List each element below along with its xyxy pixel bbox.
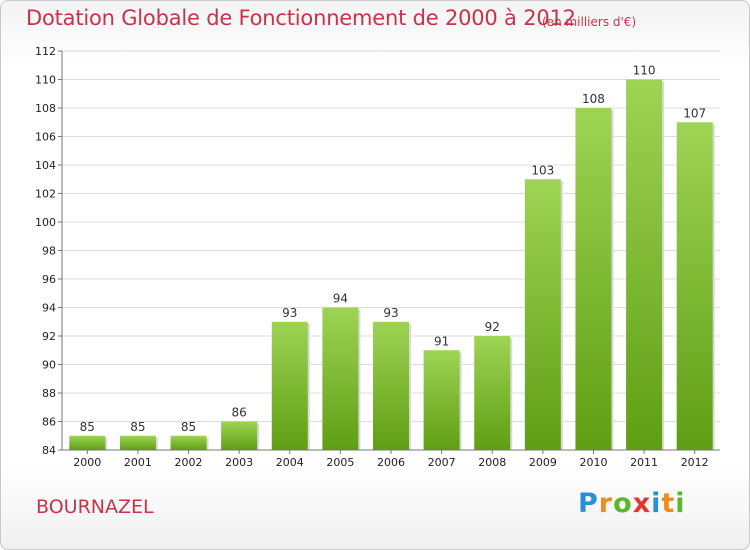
y-tick-label: 102: [35, 188, 56, 201]
bar: [170, 435, 207, 450]
x-tick-label: 2002: [175, 456, 203, 469]
logo-letter: i: [651, 488, 662, 519]
x-tick-label: 2012: [681, 456, 709, 469]
logo-letter: i: [675, 488, 686, 519]
bar: [373, 321, 409, 450]
chart-title: Dotation Globale de Fonctionnement de 20…: [26, 6, 576, 30]
y-tick-label: 100: [35, 216, 56, 229]
bar: [221, 421, 258, 450]
bar-value-label: 110: [633, 64, 656, 78]
bar: [575, 108, 612, 450]
bar: [474, 336, 511, 450]
bar-value-label: 93: [282, 306, 297, 320]
y-tick-label: 94: [42, 302, 56, 315]
bar-value-label: 85: [181, 420, 196, 434]
axes: 84 86 88 90 92 94 96 98 100 102 104 106 108 110 112 200…: [35, 45, 720, 469]
bar: [69, 435, 106, 450]
x-tick-label: 2006: [377, 456, 405, 469]
bar: [524, 179, 561, 450]
x-tick-label: 2011: [630, 456, 658, 469]
x-tick-label: 2008: [478, 456, 506, 469]
logo-letter: r: [598, 488, 614, 519]
x-tick-label: 2001: [124, 456, 152, 469]
logo-letter: P: [578, 488, 599, 519]
bar-value-label: 108: [582, 92, 605, 106]
y-tick-label: 110: [35, 74, 56, 87]
y-tick-label: 84: [42, 444, 56, 457]
bar-value-label: 107: [683, 106, 706, 120]
bar-value-label: 86: [232, 406, 247, 420]
bar-value-label: 94: [333, 292, 348, 306]
commune-name: BOURNAZEL: [36, 496, 154, 518]
bar: [423, 350, 460, 450]
x-tick-label: 2000: [73, 456, 101, 469]
x-tick-label: 2009: [529, 456, 557, 469]
x-tick-label: 2010: [579, 456, 607, 469]
bar: [626, 79, 663, 450]
bar-value-label: 92: [485, 320, 500, 334]
y-tick-label: 106: [35, 131, 56, 144]
bar: [271, 321, 308, 450]
bars: 85 85 85 86 93 94 93 91 92 103 108 110 107: [69, 64, 715, 450]
y-tick-label: 104: [35, 159, 56, 172]
bar-value-label: 91: [434, 334, 449, 348]
x-tick-label: 2005: [326, 456, 354, 469]
logo-letter: x: [632, 488, 652, 519]
y-tick-label: 88: [42, 387, 56, 400]
y-tick-label: 112: [35, 45, 56, 58]
bar: [322, 307, 359, 450]
chart-subtitle: (en milliers d'€): [542, 15, 637, 29]
y-tick-label: 90: [42, 359, 56, 372]
y-tick-label: 96: [42, 273, 56, 286]
x-tick-label: 2004: [276, 456, 304, 469]
bar-value-label: 85: [80, 420, 95, 434]
y-tick-label: 92: [42, 330, 56, 343]
y-tick-label: 86: [42, 416, 56, 429]
x-tick-label: 2007: [428, 456, 456, 469]
y-tick-label: 108: [35, 102, 56, 115]
proxiti-logo: Proxiti: [578, 488, 686, 519]
y-tick-label: 98: [42, 245, 56, 258]
bar-value-label: 85: [130, 420, 145, 434]
bar: [119, 435, 156, 450]
logo-letter: o: [613, 488, 633, 519]
bar-value-label: 93: [383, 306, 398, 320]
bar: [676, 122, 713, 450]
logo-letter: t: [661, 488, 676, 519]
bar-value-label: 103: [531, 163, 554, 177]
x-tick-label: 2003: [225, 456, 253, 469]
